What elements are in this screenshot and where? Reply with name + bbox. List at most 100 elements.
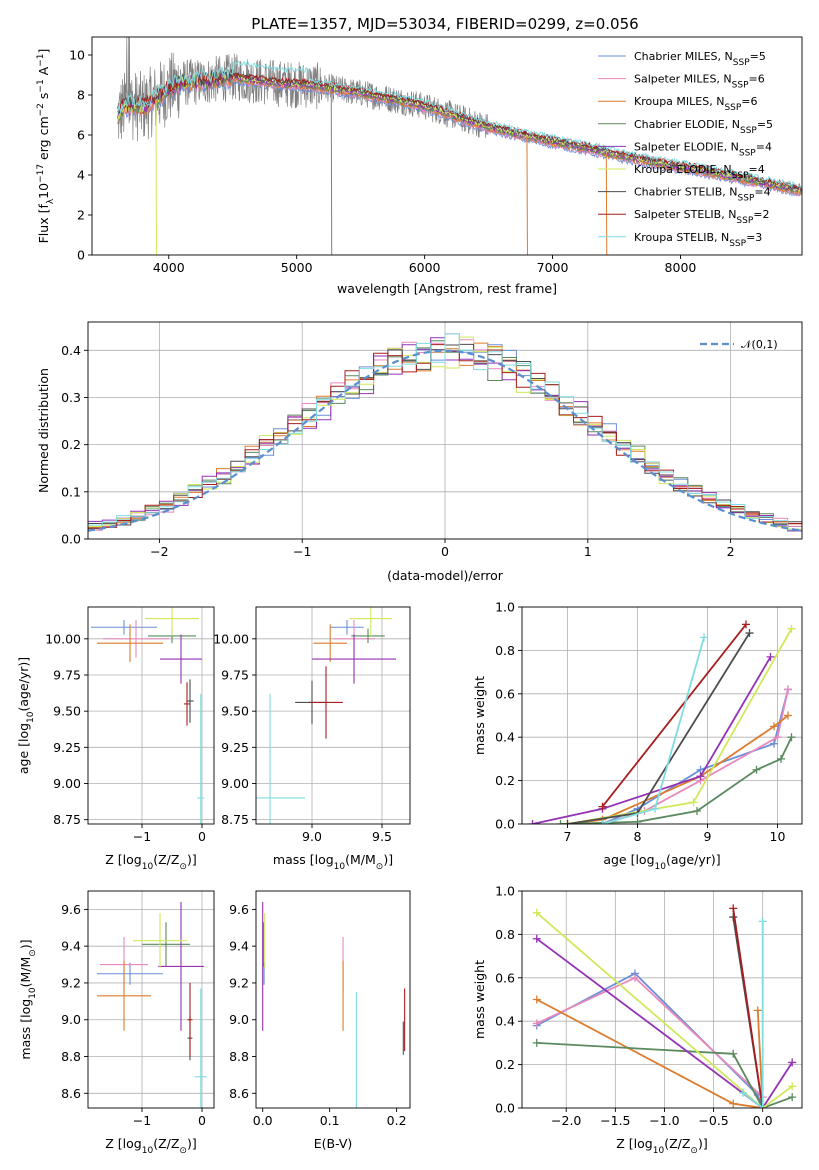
y-tick-label: 0.2: [495, 1057, 515, 1072]
x-tick-label: 9.5: [372, 829, 392, 844]
y-tick-label: 0: [77, 248, 85, 263]
legend-entry: Chabrier STELIB, NSSP=4: [634, 186, 771, 204]
plot-area: [117, 37, 802, 255]
x-tick-label: 7000: [537, 260, 569, 275]
y-tick-label: 10.00: [45, 631, 81, 646]
y-axis-label: age [log10(age/yr)]: [16, 657, 36, 774]
plot-area: [88, 891, 214, 1108]
plot-area: [88, 607, 214, 824]
y-tick-label: 9.50: [53, 704, 81, 719]
y-tick-label: 0.8: [495, 643, 515, 658]
x-tick-label: 9: [704, 829, 712, 844]
mass-weight-point: [693, 806, 701, 815]
y-tick-label: 0.1: [61, 484, 81, 499]
y-tick-label: 0.4: [495, 1014, 515, 1029]
y-tick-label: 9.00: [221, 776, 249, 791]
mass-weight-series: [536, 937, 793, 1108]
mass-weight-point: [758, 917, 767, 926]
legend-entry: Chabrier MILES, NSSP=5: [634, 50, 766, 68]
x-tick-label: 8000: [665, 260, 697, 275]
mass-weight-point: [766, 652, 775, 661]
mass-weight-point: [598, 820, 607, 824]
axes-frame: [255, 606, 411, 825]
mass-weight-point: [729, 904, 738, 913]
x-axis-label: wavelength [Angstrom, rest frame]: [337, 281, 557, 296]
legend-entry: Salpeter STELIB, NSSP=2: [634, 208, 770, 226]
y-tick-label: 9.00: [53, 776, 81, 791]
mass-weight-point: [742, 620, 750, 629]
y-tick-label: 0.6: [495, 686, 515, 701]
x-tick-label: −1: [133, 829, 151, 844]
legend-gaussian-label: 𝒩(0,1): [741, 338, 778, 351]
mass-weight-series: [601, 623, 747, 808]
x-tick-label: 9.0: [302, 829, 322, 844]
mass-weight-series: [742, 921, 764, 1108]
axes-frame: [91, 36, 803, 256]
mass-weight-point: [532, 934, 541, 943]
y-tick-label: 0.8: [495, 927, 515, 942]
y-tick-label: 4: [77, 168, 85, 183]
mass-weight-point: [739, 1088, 748, 1097]
x-axis-label: mass [log10(M/M⊙)]: [273, 852, 393, 872]
mass-weight-point: [532, 1038, 541, 1047]
x-tick-label: 0.2: [387, 1113, 407, 1128]
x-tick-label: −2.0: [551, 1113, 581, 1128]
mass-weight-series: [536, 912, 793, 1108]
spectrum-dip: [155, 98, 157, 255]
mass-weight-point: [630, 973, 639, 982]
y-tick-label: 9.50: [221, 704, 249, 719]
model-spectrum: [117, 73, 802, 196]
x-tick-label: −1.5: [600, 1113, 630, 1128]
mass-weight-point: [787, 733, 796, 742]
spectrum-dip: [526, 135, 528, 255]
mass-weight-series: [560, 736, 793, 824]
axes-frame: [521, 890, 803, 1109]
plot-area: [522, 607, 802, 824]
x-axis-label: Z [log10(Z/Z⊙)]: [105, 852, 196, 872]
x-tick-label: −1: [133, 1113, 151, 1128]
legend-entry: Chabrier ELODIE, NSSP=5: [634, 118, 773, 136]
y-tick-label: 0.4: [495, 730, 515, 745]
mass-weight-point: [689, 798, 698, 807]
x-axis-label: age [log10(age/yr)]: [603, 852, 720, 872]
x-tick-label: 2: [727, 544, 735, 559]
mass-weight-series: [536, 976, 764, 1108]
mass-weight-point: [598, 802, 607, 811]
y-tick-label: 0.0: [495, 817, 515, 832]
plot-area: [88, 322, 802, 539]
mass-weight-point: [787, 624, 796, 633]
mass-weight-point: [753, 1006, 762, 1015]
plot-area: [256, 607, 410, 824]
legend-entry: Kroupa MILES, NSSP=6: [634, 95, 758, 113]
mass-weight-series: [536, 998, 764, 1108]
mass-weight-point: [777, 754, 785, 763]
x-tick-label: −1.0: [649, 1113, 679, 1128]
x-tick-label: −1: [293, 544, 311, 559]
mass-weight-point: [633, 817, 642, 824]
x-axis-label: (data-model)/error: [387, 568, 504, 583]
model-spectrum: [117, 60, 802, 189]
y-tick-label: 0.0: [495, 1101, 515, 1116]
gaussian-curve: [88, 349, 802, 532]
model-spectrum: [117, 75, 802, 197]
x-tick-label: 4000: [153, 260, 185, 275]
mass-weight-point: [784, 711, 792, 720]
y-tick-label: 0.6: [495, 970, 515, 985]
x-tick-label: −2: [150, 544, 168, 559]
y-tick-label: 9.0: [229, 1012, 249, 1027]
mass-weight-point: [696, 772, 705, 781]
panel-massweight-vs-z: −2.0 −1.5 −1.0 −0.5 0.0 0.0 0.2 0.4 0.6 0.8 1.0 Z […: [472, 884, 803, 1156]
y-tick-label: 8.8: [61, 1049, 81, 1064]
mass-weight-series: [532, 656, 772, 824]
panel-age-vs-z: −1 0 8.75 9.00 9.25 9.50 9.75 10.00 Z [log10(Z/Z…: [16, 606, 215, 872]
mass-weight-point: [528, 820, 537, 824]
x-tick-label: 6000: [409, 260, 441, 275]
y-tick-label: 0.2: [495, 773, 515, 788]
mass-weight-point: [729, 1099, 738, 1108]
residual-histogram: [88, 333, 802, 531]
y-tick-label: 9.75: [53, 667, 81, 682]
y-tick-label: 1.0: [495, 884, 515, 899]
legend-entry: Kroupa STELIB, NSSP=3: [634, 231, 762, 249]
y-tick-label: 9.6: [229, 902, 249, 917]
axes-frame: [87, 606, 215, 825]
